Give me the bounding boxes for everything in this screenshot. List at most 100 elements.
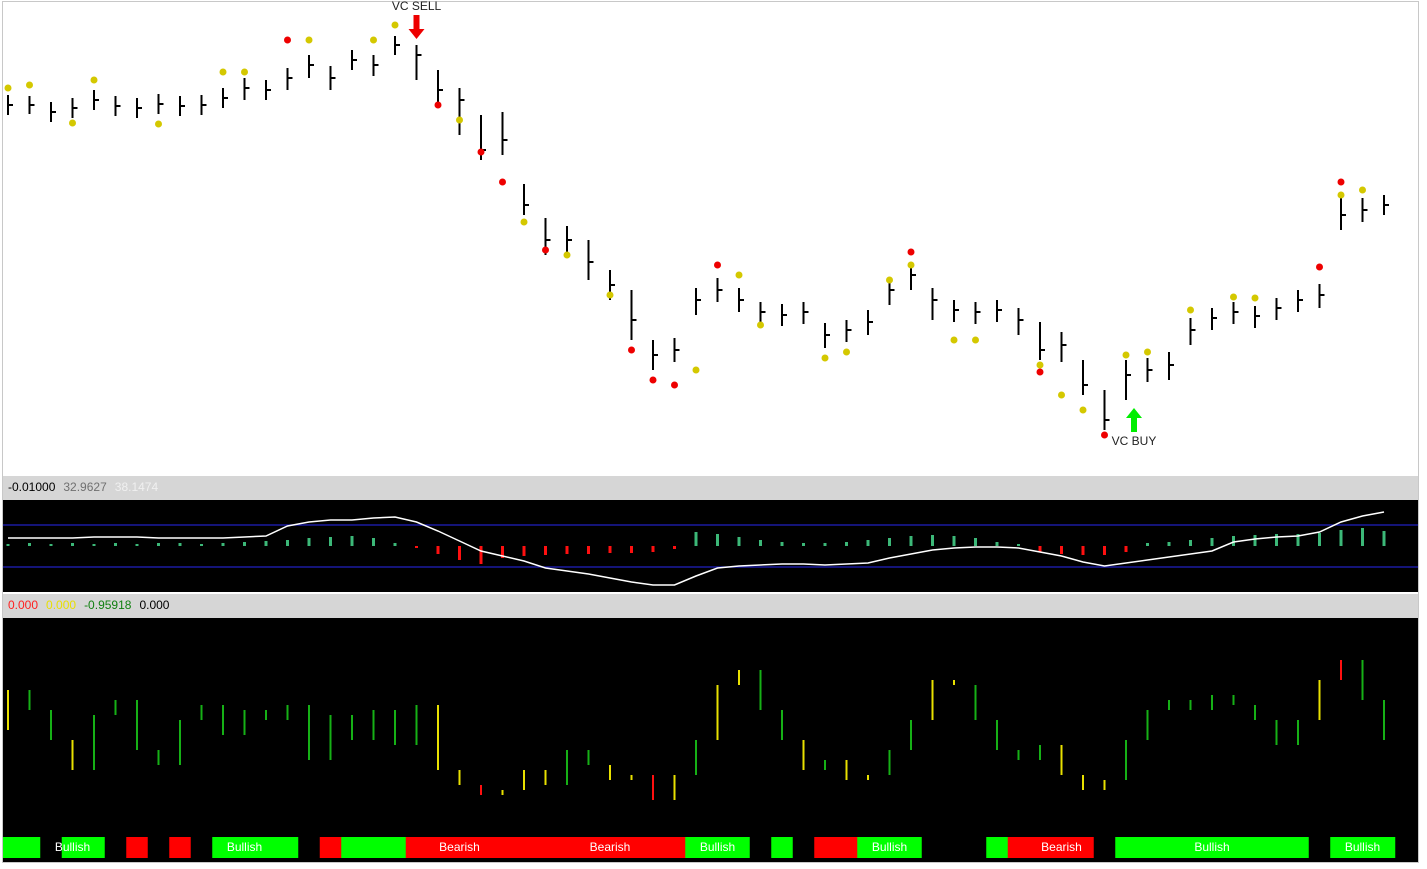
regime-cell	[1158, 837, 1181, 858]
regime-cell	[169, 837, 192, 858]
signal-dot	[1058, 391, 1065, 399]
histogram-bar	[845, 542, 848, 546]
regime-cell	[190, 837, 213, 858]
header-value: 32.9627	[63, 480, 107, 494]
regime-cell	[405, 837, 428, 858]
signal-dot	[69, 119, 76, 127]
signal-dot	[219, 68, 227, 76]
regime-cell	[298, 837, 321, 858]
histogram-bar	[329, 537, 332, 546]
macd-header	[3, 476, 1418, 500]
regime-cell	[1050, 837, 1073, 858]
header-value: 0.000	[8, 598, 38, 612]
histogram-bar	[1210, 538, 1214, 546]
histogram-bar	[909, 536, 913, 546]
indicator-line	[8, 511, 1385, 586]
regime-cell	[513, 837, 536, 858]
histogram-bar	[1146, 543, 1149, 546]
signal-dot	[886, 276, 893, 284]
regime-cell	[427, 837, 450, 858]
signal-dot	[628, 346, 635, 354]
regime-cell	[470, 837, 493, 858]
histogram-bar	[307, 538, 311, 546]
header-value: 38.1474	[115, 480, 159, 494]
regime-cell	[255, 837, 278, 858]
histogram-bar	[1060, 546, 1063, 554]
regime-cell	[1179, 837, 1202, 858]
regime-cell	[728, 837, 751, 858]
regime-label: Bearish	[439, 840, 480, 854]
histogram-bar	[1189, 540, 1192, 546]
histogram-bar	[716, 534, 719, 546]
signal-dot	[1251, 294, 1259, 302]
histogram-bar	[608, 546, 612, 553]
header-value: -0.01000	[8, 480, 56, 494]
signal-dot	[542, 246, 549, 254]
signal-dot	[155, 120, 162, 128]
signal-dot	[499, 178, 506, 186]
signal-dot	[692, 366, 700, 374]
header-value: 0.000	[139, 598, 169, 612]
regime-cell	[792, 837, 815, 858]
signal-dot	[520, 218, 528, 226]
signal-dot	[26, 81, 33, 89]
histogram-bar	[587, 546, 590, 554]
histogram-bar	[1038, 546, 1042, 552]
signal-dot	[477, 148, 485, 156]
signal-arrow	[1126, 408, 1142, 432]
regime-cell	[40, 837, 63, 858]
regime-cell	[900, 837, 923, 858]
histogram-bar	[694, 532, 698, 546]
header-value: 0.000	[46, 598, 76, 612]
histogram-bar	[1296, 534, 1300, 546]
regime-label: Bearish	[1041, 840, 1082, 854]
signal-dot	[1036, 368, 1044, 376]
histogram-bar	[630, 546, 633, 553]
regime-cell	[212, 837, 235, 858]
signal-dot	[606, 291, 614, 299]
signal-arrow	[408, 15, 425, 39]
signal-dot	[4, 84, 12, 92]
signal-dot	[843, 348, 850, 356]
regime-cell	[771, 837, 794, 858]
regime-cell	[1351, 837, 1374, 858]
regime-label: Bullish	[700, 840, 735, 854]
histogram-bar	[1167, 542, 1171, 546]
regime-cell	[384, 837, 407, 858]
regime-cell	[147, 837, 170, 858]
signal-dot	[391, 21, 399, 29]
histogram-bar	[866, 540, 870, 546]
regime-cell	[1093, 837, 1116, 858]
regime-cell	[556, 837, 579, 858]
regime-cell	[126, 837, 149, 858]
regime-cell	[1072, 837, 1095, 858]
histogram-bar	[974, 538, 977, 546]
histogram-bar	[415, 546, 418, 548]
histogram-bar	[802, 543, 805, 546]
signal-dot	[972, 336, 979, 344]
regime-cell	[448, 837, 471, 858]
regime-cell	[1201, 837, 1224, 858]
histogram-bar	[350, 536, 354, 546]
signal-dot	[1316, 263, 1323, 271]
regime-cell	[491, 837, 514, 858]
macd-panel	[3, 500, 1418, 592]
regime-label: Bullish	[55, 840, 90, 854]
regime-label: Bullish	[227, 840, 262, 854]
histogram-bar	[264, 541, 268, 546]
histogram-bar	[1382, 531, 1386, 546]
histogram-bar	[49, 544, 53, 546]
signal-dot	[1144, 348, 1151, 356]
histogram-bar	[931, 535, 934, 546]
osc-panel	[3, 618, 1418, 862]
histogram-bar	[1103, 546, 1106, 555]
osc-header	[3, 594, 1418, 618]
histogram-bar	[522, 546, 526, 556]
histogram-bar	[565, 546, 569, 554]
histogram-bar	[952, 536, 956, 546]
signal-dot	[1337, 178, 1345, 186]
signal-dot	[735, 271, 743, 279]
signal-dot	[714, 261, 721, 269]
signal-dot	[649, 376, 657, 384]
regime-cell	[943, 837, 966, 858]
